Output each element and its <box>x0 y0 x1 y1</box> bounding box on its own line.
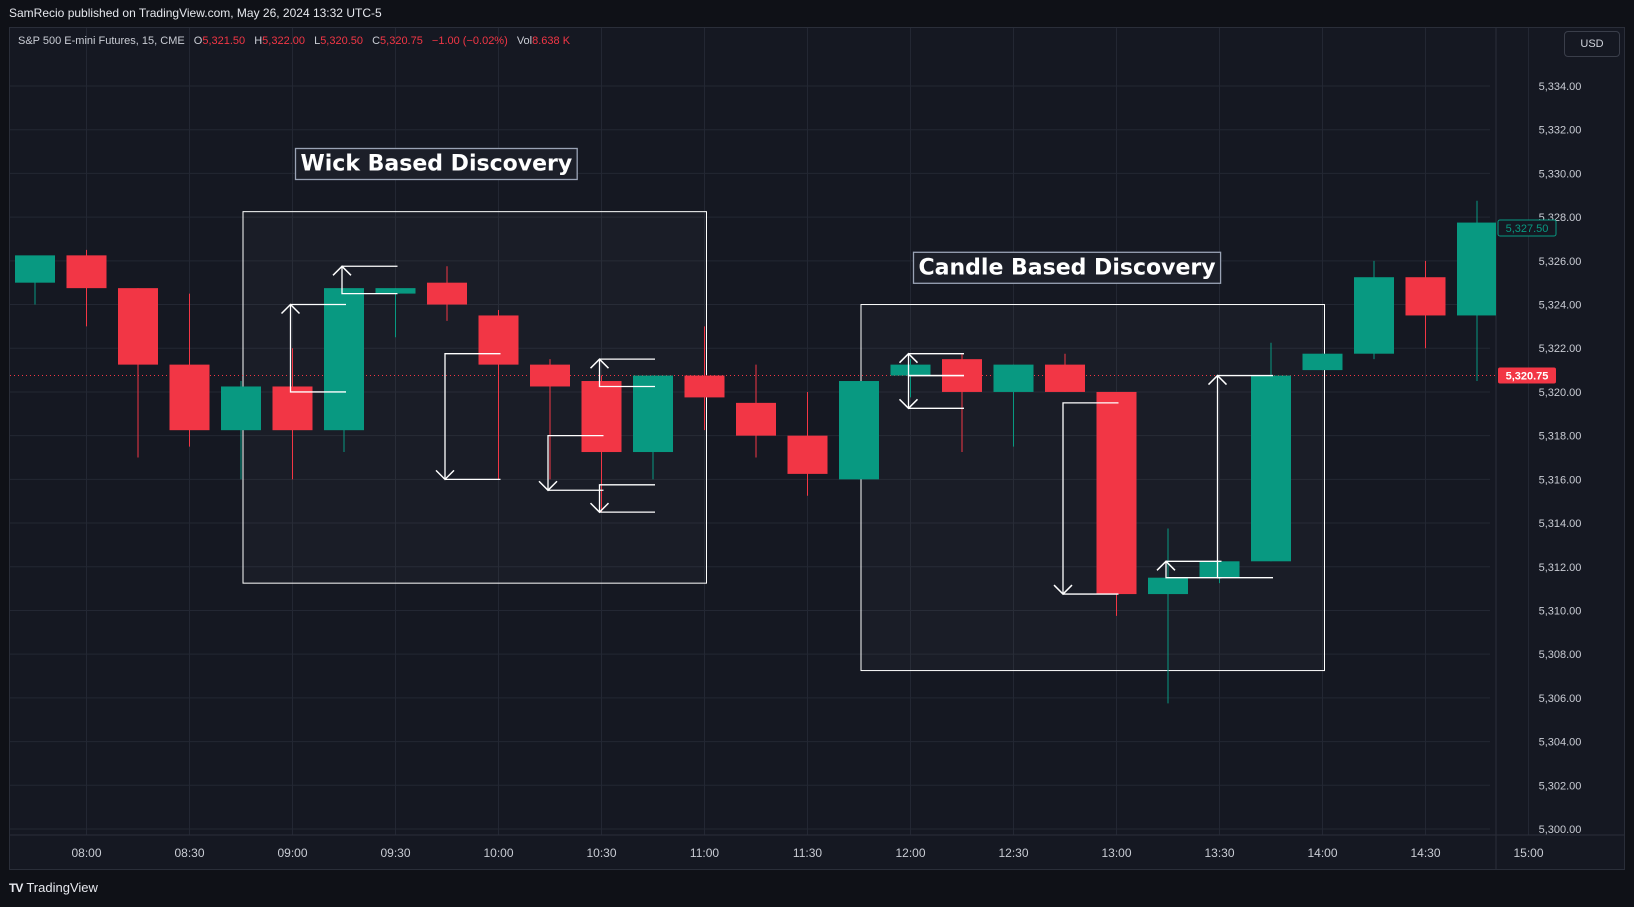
candle-up[interactable] <box>1354 277 1394 354</box>
candle-down[interactable] <box>530 364 570 387</box>
discovery-arrow-line <box>444 353 501 480</box>
x-tick-label: 09:30 <box>380 846 410 860</box>
discovery-arrow-line <box>1165 561 1222 579</box>
candle-down[interactable] <box>272 386 313 431</box>
legend-high-label: H <box>254 35 263 47</box>
y-tick-label: 5,318.00 <box>1539 431 1582 443</box>
discovery-zone-rect[interactable] <box>860 304 1325 672</box>
y-tick-label: 5,316.00 <box>1539 474 1582 486</box>
legend-change: −1.00 (−0.02%) <box>431 35 508 47</box>
annotation-label: Wick Based Discovery <box>301 151 573 176</box>
published-line: SamRecio published on TradingView.com, M… <box>9 6 382 20</box>
x-tick-label: 13:30 <box>1204 846 1234 860</box>
candle-down[interactable] <box>118 288 158 365</box>
footer-brand[interactable]: TV TradingView <box>9 880 98 895</box>
discovery-arrow-line <box>547 434 604 491</box>
x-tick-label: 12:00 <box>895 846 925 860</box>
discovery-arrow-line <box>598 359 655 388</box>
legend-open-label: O <box>193 35 203 47</box>
legend-low-label: L <box>314 35 321 47</box>
legend-close-label: C <box>372 35 381 47</box>
candle-down[interactable] <box>684 375 725 398</box>
ohlc-legend: S&P 500 E-mini Futures, 15, CME O5,321.5… <box>18 35 570 47</box>
candle-up[interactable] <box>633 375 673 453</box>
y-tick-label: 5,308.00 <box>1539 649 1582 661</box>
discovery-arrow-line <box>289 304 346 393</box>
discovery-arrow-line <box>598 484 655 513</box>
candle-down[interactable] <box>66 255 107 289</box>
candle-down[interactable] <box>478 315 519 365</box>
last-price-tag <box>1498 367 1556 384</box>
candle-up[interactable] <box>890 364 931 376</box>
x-tick-label: 11:30 <box>793 846 822 860</box>
candle-up[interactable] <box>15 255 55 283</box>
x-tick-label: 14:30 <box>1410 846 1440 860</box>
x-tick-label: 08:30 <box>174 846 204 860</box>
candle-down[interactable] <box>581 381 622 453</box>
currency-button[interactable]: USD <box>1564 31 1620 57</box>
legend-high-value: 5,322.00 <box>262 35 305 47</box>
candle-up[interactable] <box>375 288 416 294</box>
x-tick-label: 13:00 <box>1101 846 1131 860</box>
y-tick-label: 5,310.00 <box>1539 605 1582 617</box>
candle-down[interactable] <box>1096 391 1137 595</box>
x-tick-label: 15:00 <box>1513 846 1543 860</box>
y-tick-label: 5,314.00 <box>1539 518 1582 530</box>
y-tick-label: 5,320.00 <box>1539 387 1582 399</box>
y-tick-label: 5,326.00 <box>1539 256 1582 268</box>
x-tick-label: 14:00 <box>1307 846 1337 860</box>
last-price-tag-label: 5,320.75 <box>1506 371 1549 383</box>
discovery-arrow-line <box>1062 402 1119 595</box>
annotation-label-box <box>294 147 578 181</box>
y-tick-label: 5,322.00 <box>1539 343 1582 355</box>
session-price-tag-label: 5,327.50 <box>1506 223 1549 235</box>
discovery-arrow-line <box>341 266 398 295</box>
candle-up[interactable] <box>1302 353 1343 371</box>
x-tick-label: 10:30 <box>586 846 616 860</box>
y-tick-label: 5,302.00 <box>1539 780 1582 792</box>
discovery-arrow-line <box>907 374 964 409</box>
candle-up[interactable] <box>1457 222 1496 316</box>
legend-volume-label: Vol <box>516 35 533 47</box>
y-tick-label: 5,334.00 <box>1539 81 1582 93</box>
y-tick-label: 5,300.00 <box>1539 824 1582 836</box>
tradingview-logo-icon: TV <box>9 880 23 895</box>
y-tick-label: 5,332.00 <box>1539 125 1582 137</box>
y-tick-label: 5,306.00 <box>1539 693 1582 705</box>
candle-up[interactable] <box>324 288 364 431</box>
candle-up[interactable] <box>993 364 1034 392</box>
candle-down[interactable] <box>1405 277 1446 316</box>
x-tick-label: 08:00 <box>71 846 101 860</box>
x-tick-label: 11:00 <box>690 846 719 860</box>
legend-symbol: S&P 500 E-mini Futures, 15, CME <box>18 35 185 47</box>
candle-up[interactable] <box>1251 375 1291 562</box>
y-tick-label: 5,330.00 <box>1539 168 1582 180</box>
discovery-arrow-line <box>1216 375 1273 579</box>
candle-down[interactable] <box>1045 364 1085 392</box>
candle-down[interactable] <box>787 435 828 474</box>
legend-close-value: 5,320.75 <box>380 35 423 47</box>
y-tick-label: 5,324.00 <box>1539 300 1582 312</box>
x-tick-label: 09:00 <box>277 846 307 860</box>
candle-up[interactable] <box>1199 561 1240 578</box>
candle-down[interactable] <box>736 402 776 436</box>
candle-down[interactable] <box>169 364 210 431</box>
candle-up[interactable] <box>1148 577 1188 595</box>
legend-open-value: 5,321.50 <box>202 35 246 47</box>
legend-volume-value: 8.638 K <box>532 35 571 47</box>
footer-brand-text: TradingView <box>26 880 98 895</box>
candle-up[interactable] <box>839 381 879 480</box>
x-tick-label: 12:30 <box>998 846 1028 860</box>
candle-down[interactable] <box>427 282 467 305</box>
y-tick-label: 5,312.00 <box>1539 562 1582 574</box>
session-price-tag <box>1497 219 1557 237</box>
legend-low-value: 5,320.50 <box>320 35 364 47</box>
annotation-label: Candle Based Discovery <box>919 255 1216 280</box>
x-tick-label: 10:00 <box>483 846 513 860</box>
annotation-label-box <box>912 251 1222 284</box>
candle-up[interactable] <box>221 386 261 431</box>
y-tick-label: 5,304.00 <box>1539 737 1582 749</box>
